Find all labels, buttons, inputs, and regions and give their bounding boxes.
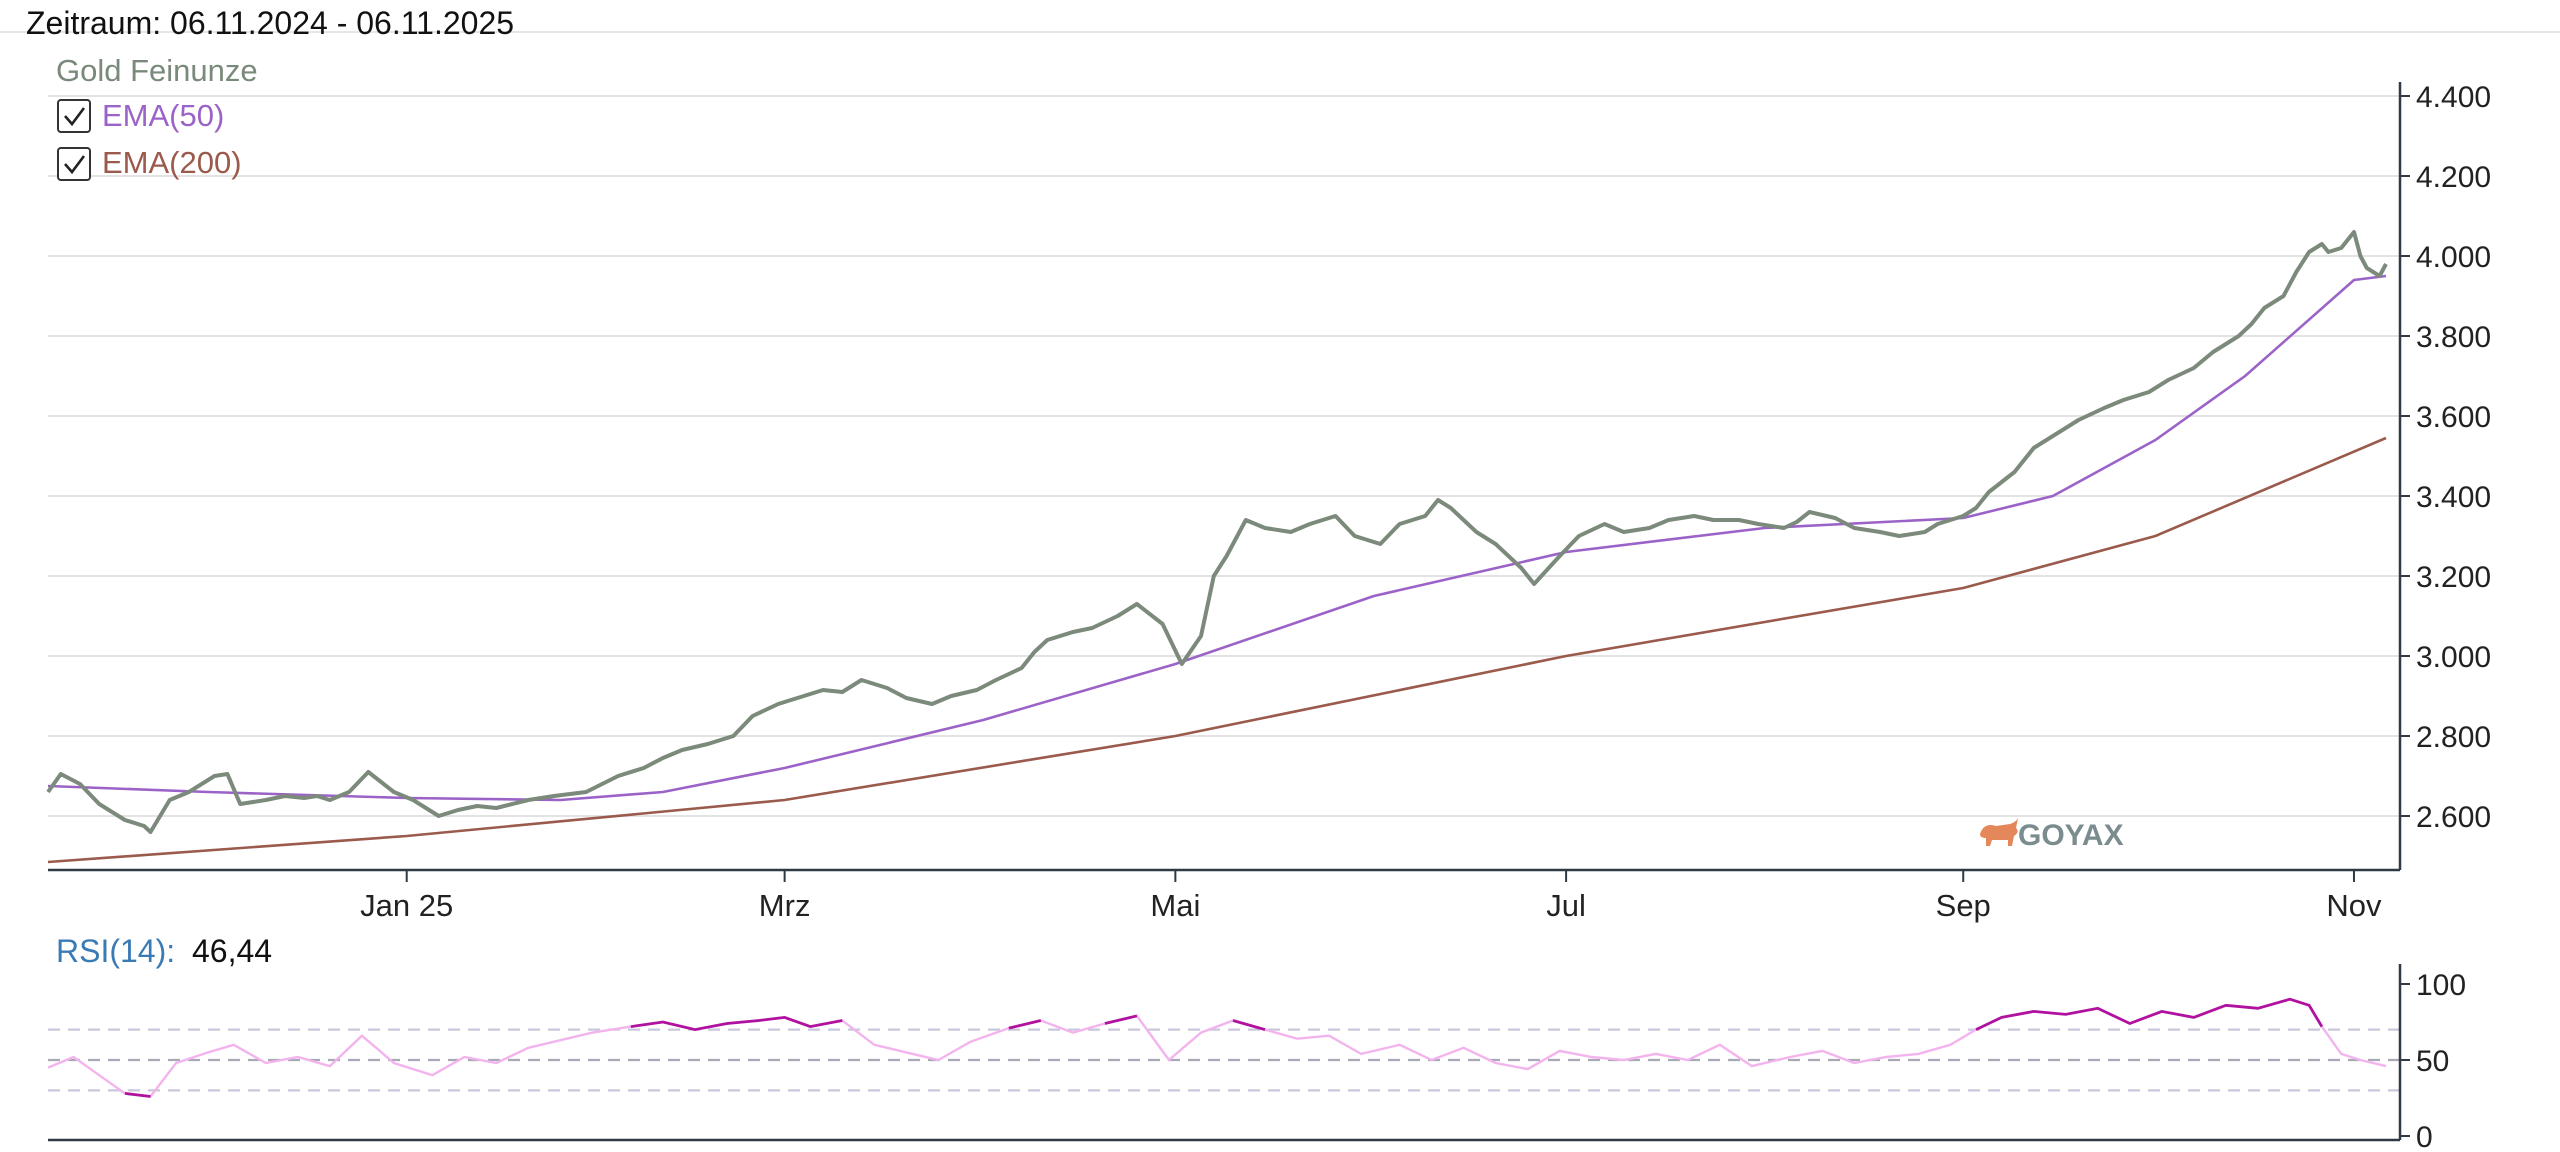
rsi-label: RSI(14): — [56, 933, 175, 969]
y-tick-label-4: 3.400 — [2416, 481, 2491, 514]
y-tick-label-6: 3.800 — [2416, 321, 2491, 354]
x-tick-label-0: Jan 25 — [360, 888, 453, 923]
rsi-line — [47, 997, 2387, 1098]
legend-main-series: Gold Feinunze — [56, 53, 258, 88]
rsi-extreme-segment — [1104, 1014, 1138, 1025]
rsi-extreme-segment — [124, 1092, 151, 1098]
ema50-checkbox[interactable] — [57, 99, 91, 133]
ema200-checkbox[interactable] — [57, 147, 91, 181]
rsi-extreme-segment — [1975, 997, 2324, 1031]
rsi-y-tick-label-0: 0 — [2416, 1121, 2433, 1152]
y-tick-label-5: 3.600 — [2416, 401, 2491, 434]
y-tick-label-9: 4.400 — [2416, 81, 2491, 114]
rsi-reference-lines — [48, 1028, 2400, 1092]
legend-ema200-label: EMA(200) — [102, 145, 242, 180]
x-tick-label-2: Mai — [1150, 888, 1200, 923]
series-line-ema50 — [47, 274, 2387, 802]
y-tick-label-8: 4.200 — [2416, 161, 2491, 194]
price-grid — [48, 95, 2400, 817]
rsi-series — [47, 997, 2387, 1098]
x-tick-label-1: Mrz — [759, 888, 811, 923]
x-tick-label-5: Nov — [2326, 888, 2382, 923]
legend-ema50-label: EMA(50) — [102, 98, 224, 133]
x-tick-label-3: Jul — [1546, 888, 1586, 923]
y-tick-label-3: 3.200 — [2416, 561, 2491, 594]
ema200-series — [47, 436, 2387, 864]
x-tick-label-4: Sep — [1936, 888, 1991, 923]
watermark-text: GOYAX — [2018, 819, 2124, 852]
y-tick-label-7: 4.000 — [2416, 241, 2491, 274]
ema50-series — [47, 274, 2387, 802]
x-axis-ticks: Jan 25 Mrz Mai Jul Sep Nov — [360, 870, 2382, 923]
rsi-y-tick-label-2: 100 — [2416, 969, 2466, 1002]
y-tick-label-0: 2.600 — [2416, 801, 2491, 834]
rsi-y-tick-label-1: 50 — [2416, 1045, 2449, 1078]
rsi-extreme-segment — [1008, 1019, 1042, 1030]
y-tick-label-2: 3.000 — [2416, 641, 2491, 674]
rsi-extreme-segment — [630, 1015, 843, 1032]
y-tick-label-1: 2.800 — [2416, 721, 2491, 754]
rsi-extreme-segment — [1232, 1019, 1266, 1031]
period-label: Zeitraum: 06.11.2024 - 06.11.2025 — [26, 5, 514, 41]
series-line-price — [46, 230, 2388, 834]
bull-icon — [1980, 818, 2018, 846]
gold-price-series — [46, 230, 2388, 834]
goyax-watermark: GOYAX — [1980, 818, 2124, 852]
rsi-y-axis-ticks: 0 50 100 — [2400, 969, 2466, 1152]
rsi-value: 46,44 — [192, 933, 272, 969]
y-axis-ticks: 2.600 2.800 3.000 3.200 3.400 3.600 3.800 4.000… — [2400, 81, 2491, 834]
series-line-ema200 — [47, 436, 2387, 864]
